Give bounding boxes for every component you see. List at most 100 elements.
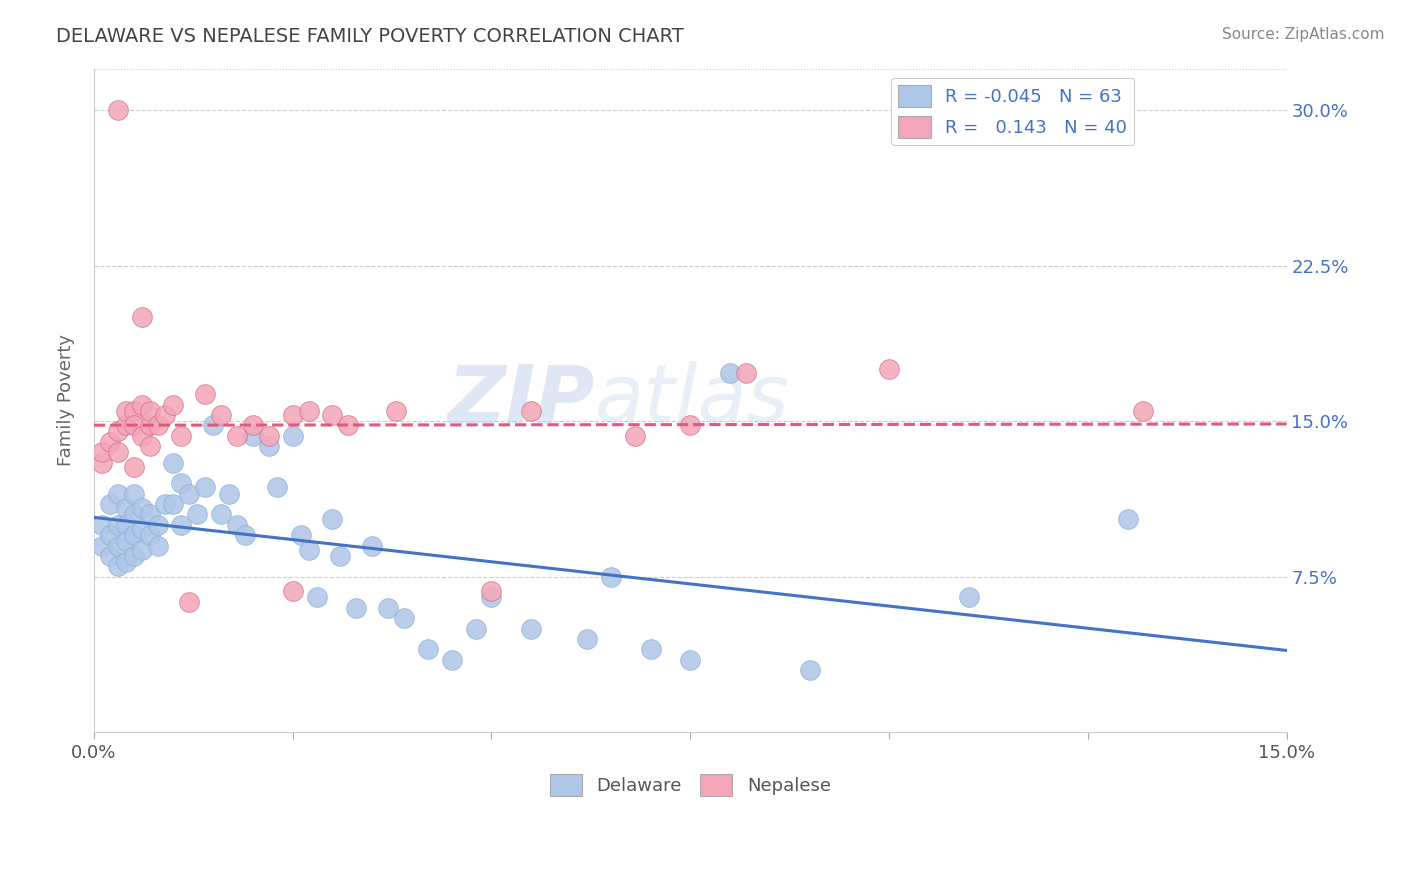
Point bbox=[377, 600, 399, 615]
Point bbox=[131, 428, 153, 442]
Point bbox=[131, 398, 153, 412]
Point bbox=[1132, 403, 1154, 417]
Point bbox=[170, 517, 193, 532]
Point bbox=[179, 594, 201, 608]
Point bbox=[266, 481, 288, 495]
Point bbox=[226, 428, 249, 442]
Point bbox=[209, 508, 232, 522]
Point bbox=[735, 367, 758, 381]
Point bbox=[481, 584, 503, 599]
Point bbox=[155, 497, 177, 511]
Point bbox=[392, 611, 415, 625]
Point bbox=[464, 622, 486, 636]
Point bbox=[385, 403, 408, 417]
Point bbox=[186, 508, 208, 522]
Point bbox=[98, 549, 121, 563]
Point bbox=[520, 622, 543, 636]
Point bbox=[679, 418, 702, 433]
Point bbox=[107, 517, 129, 532]
Point bbox=[290, 528, 312, 542]
Point bbox=[114, 517, 136, 532]
Point bbox=[114, 418, 136, 433]
Point bbox=[107, 539, 129, 553]
Point bbox=[107, 486, 129, 500]
Point bbox=[146, 539, 169, 553]
Point bbox=[281, 428, 304, 442]
Point bbox=[122, 528, 145, 542]
Point bbox=[679, 653, 702, 667]
Point bbox=[179, 486, 201, 500]
Point bbox=[1116, 511, 1139, 525]
Point bbox=[122, 508, 145, 522]
Point bbox=[337, 418, 360, 433]
Point bbox=[122, 486, 145, 500]
Point bbox=[146, 517, 169, 532]
Point bbox=[107, 425, 129, 439]
Point bbox=[257, 428, 280, 442]
Point bbox=[90, 445, 112, 459]
Point bbox=[131, 542, 153, 557]
Point bbox=[957, 591, 980, 605]
Point bbox=[138, 508, 160, 522]
Legend: Delaware, Nepalese: Delaware, Nepalese bbox=[543, 766, 838, 803]
Point bbox=[131, 501, 153, 516]
Point bbox=[98, 497, 121, 511]
Text: ZIP: ZIP bbox=[447, 361, 595, 440]
Text: atlas: atlas bbox=[595, 361, 790, 440]
Point bbox=[138, 418, 160, 433]
Point bbox=[297, 542, 319, 557]
Point bbox=[623, 428, 645, 442]
Point bbox=[877, 362, 900, 376]
Point bbox=[226, 517, 249, 532]
Point bbox=[242, 418, 264, 433]
Point bbox=[194, 481, 217, 495]
Point bbox=[155, 408, 177, 422]
Point bbox=[138, 403, 160, 417]
Point bbox=[122, 418, 145, 433]
Point bbox=[138, 528, 160, 542]
Point bbox=[138, 439, 160, 453]
Point bbox=[202, 418, 225, 433]
Point bbox=[575, 632, 598, 646]
Point bbox=[599, 570, 621, 584]
Y-axis label: Family Poverty: Family Poverty bbox=[58, 334, 75, 467]
Point bbox=[305, 591, 328, 605]
Point bbox=[218, 486, 240, 500]
Point bbox=[440, 653, 463, 667]
Point bbox=[209, 408, 232, 422]
Point bbox=[799, 663, 821, 677]
Point bbox=[114, 501, 136, 516]
Point bbox=[107, 559, 129, 574]
Point bbox=[162, 497, 184, 511]
Point bbox=[170, 476, 193, 491]
Point bbox=[162, 398, 184, 412]
Point bbox=[242, 428, 264, 442]
Point bbox=[162, 456, 184, 470]
Point bbox=[329, 549, 352, 563]
Point bbox=[146, 418, 169, 433]
Point bbox=[520, 403, 543, 417]
Point bbox=[107, 445, 129, 459]
Point bbox=[718, 367, 741, 381]
Point bbox=[114, 555, 136, 569]
Point bbox=[98, 434, 121, 449]
Point bbox=[233, 528, 256, 542]
Point bbox=[321, 408, 343, 422]
Point bbox=[122, 459, 145, 474]
Point bbox=[297, 403, 319, 417]
Point bbox=[344, 600, 367, 615]
Text: DELAWARE VS NEPALESE FAMILY POVERTY CORRELATION CHART: DELAWARE VS NEPALESE FAMILY POVERTY CORR… bbox=[56, 27, 683, 45]
Point bbox=[194, 387, 217, 401]
Point bbox=[122, 403, 145, 417]
Point bbox=[361, 539, 384, 553]
Point bbox=[114, 534, 136, 549]
Point bbox=[416, 642, 439, 657]
Point bbox=[131, 310, 153, 325]
Point bbox=[90, 539, 112, 553]
Point bbox=[170, 428, 193, 442]
Text: Source: ZipAtlas.com: Source: ZipAtlas.com bbox=[1222, 27, 1385, 42]
Point bbox=[640, 642, 662, 657]
Point bbox=[98, 528, 121, 542]
Point bbox=[257, 439, 280, 453]
Point bbox=[90, 517, 112, 532]
